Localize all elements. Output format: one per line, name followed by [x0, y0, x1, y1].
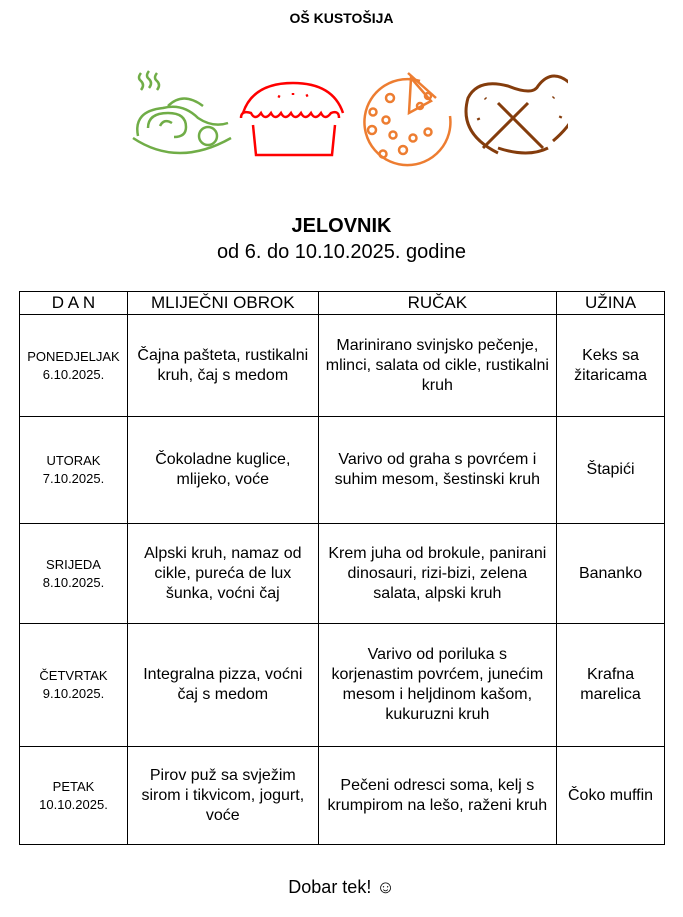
- menu-table: D A N MLIJEČNI OBROK RUČAK UŽINA PONEDJE…: [19, 291, 665, 845]
- day-date: 8.10.2025.: [42, 574, 105, 590]
- snack-cell: Čoko muffin: [556, 746, 665, 845]
- food-illustrations: [132, 70, 568, 167]
- table-row: PONEDJELJAK 6.10.2025. Čajna pašteta, rus…: [19, 314, 665, 417]
- day-name: SRIJEDA: [46, 556, 101, 572]
- closing-message: Dobar tek! ☺: [288, 877, 395, 897]
- day-cell: SRIJEDA 8.10.2025.: [19, 523, 128, 624]
- lunch-cell: Pečeni odresci soma, kelj s krumpirom na…: [317, 746, 558, 845]
- breakfast-cell: Pirov puž sa svježim sirom i tikvicom, j…: [126, 746, 319, 845]
- page-title: JELOVNIK: [291, 215, 392, 237]
- day-cell: PONEDJELJAK 6.10.2025.: [19, 314, 128, 417]
- day-name: PONEDJELJAK: [27, 348, 120, 364]
- snack-cell: Bananko: [556, 523, 665, 624]
- lunch-cell: Marinirano svinjsko pečenje, mlinci, sal…: [317, 314, 558, 417]
- day-date: 10.10.2025.: [39, 796, 108, 812]
- header-breakfast: MLIJEČNI OBROK: [126, 291, 319, 315]
- pasta-icon: [132, 70, 232, 155]
- snack-cell: Krafna marelica: [556, 623, 665, 747]
- pretzel-icon: [464, 74, 568, 155]
- breakfast-cell: Čokoladne kuglice, mlijeko, voće: [126, 416, 319, 524]
- header-lunch: RUČAK: [317, 291, 558, 315]
- snack-cell: Keks sa žitaricama: [556, 314, 665, 417]
- table-header: D A N MLIJEČNI OBROK RUČAK UŽINA: [19, 291, 665, 315]
- table-row: PETAK 10.10.2025. Pirov puž sa svježim si…: [19, 746, 665, 845]
- breakfast-cell: Integralna pizza, voćni čaj s medom: [126, 623, 319, 747]
- lunch-cell: Varivo od graha s povrćem i suhim mesom,…: [317, 416, 558, 524]
- date-range: od 6. do 10.10.2025. godine: [216, 241, 467, 263]
- breakfast-cell: Čajna pašteta, rustikalni kruh, čaj s me…: [126, 314, 319, 417]
- table-row: UTORAK 7.10.2025. Čokoladne kuglice, mlij…: [19, 416, 665, 524]
- table-row: ČETVRTAK 9.10.2025. Integralna pizza, voć…: [19, 623, 665, 747]
- day-date: 7.10.2025.: [42, 471, 105, 486]
- day-name: PETAK: [52, 778, 95, 794]
- day-date: 9.10.2025.: [42, 686, 105, 701]
- school-name: OŠ KUSTOŠIJA: [289, 10, 394, 26]
- day-cell: PETAK 10.10.2025.: [19, 746, 128, 845]
- day-date: 6.10.2025.: [42, 366, 105, 382]
- breakfast-cell: Alpski kruh, namaz od cikle, pureća de l…: [126, 523, 319, 624]
- day-cell: UTORAK 7.10.2025.: [19, 416, 128, 524]
- header-day: D A N: [19, 291, 128, 315]
- snack-cell: Štapići: [556, 416, 665, 524]
- header-snack: UŽINA: [556, 291, 665, 315]
- lunch-cell: Varivo od poriluka s korjenastim povrćem…: [317, 623, 558, 747]
- pie-icon: [239, 81, 345, 157]
- lunch-cell: Krem juha od brokule, panirani dinosauri…: [317, 523, 558, 624]
- pizza-icon: [363, 72, 452, 167]
- day-cell: ČETVRTAK 9.10.2025.: [19, 623, 128, 747]
- day-name: UTORAK: [46, 453, 101, 468]
- day-name: ČETVRTAK: [39, 668, 108, 683]
- table-row: SRIJEDA 8.10.2025. Alpski kruh, namaz od …: [19, 523, 665, 624]
